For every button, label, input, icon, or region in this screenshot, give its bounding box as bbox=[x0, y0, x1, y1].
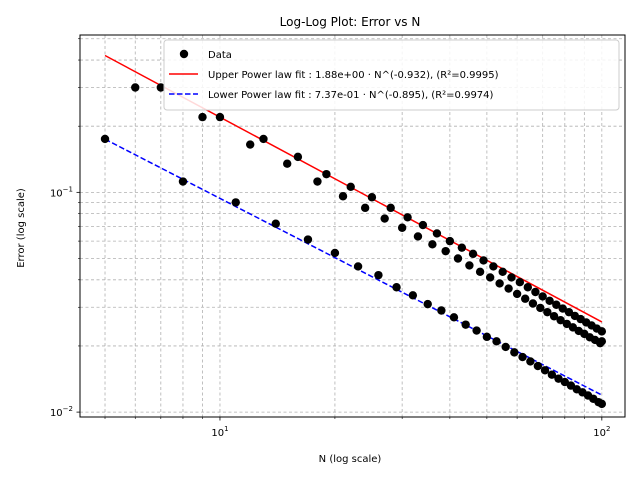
data-point bbox=[549, 312, 559, 321]
data-point bbox=[518, 352, 527, 362]
data-point bbox=[475, 267, 485, 276]
x-axis-label: N (log scale) bbox=[319, 454, 382, 465]
data-point bbox=[495, 279, 504, 288]
data-point bbox=[100, 134, 110, 144]
data-point bbox=[403, 213, 412, 222]
data-point bbox=[367, 193, 377, 202]
data-point bbox=[423, 299, 432, 309]
data-point bbox=[485, 273, 495, 282]
data-point bbox=[552, 300, 561, 309]
data-point bbox=[303, 235, 313, 244]
data-point bbox=[489, 262, 498, 271]
data-point bbox=[293, 152, 303, 162]
data-point bbox=[313, 177, 322, 186]
data-point bbox=[472, 326, 481, 335]
legend-label: Lower Power law fit : 7.37e-01 · N^(-0.8… bbox=[208, 90, 494, 101]
data-point bbox=[245, 140, 255, 149]
data-point bbox=[597, 327, 607, 336]
data-point bbox=[520, 294, 530, 303]
data-point bbox=[558, 304, 567, 313]
data-point bbox=[445, 236, 455, 246]
data-point bbox=[131, 83, 140, 92]
data-point bbox=[449, 313, 459, 322]
data-point bbox=[428, 240, 437, 249]
data-point bbox=[360, 203, 370, 213]
data-point bbox=[322, 169, 331, 179]
data-point bbox=[540, 366, 550, 375]
data-point bbox=[346, 182, 355, 191]
x-tick-label: 101 bbox=[211, 425, 228, 439]
data-point bbox=[231, 198, 240, 207]
data-point bbox=[386, 203, 395, 213]
y-axis-label: Error (log scale) bbox=[16, 188, 27, 268]
legend: Data Upper Power law fit : 1.88e+00 · N^(… bbox=[163, 39, 620, 111]
data-point bbox=[547, 370, 557, 379]
data-point bbox=[353, 262, 363, 271]
data-point bbox=[531, 287, 540, 297]
data-point bbox=[512, 289, 522, 299]
data-point bbox=[432, 229, 442, 238]
data-point bbox=[501, 342, 510, 352]
data-point bbox=[338, 192, 348, 201]
data-point bbox=[283, 159, 292, 168]
data-point bbox=[465, 261, 474, 270]
data-point bbox=[441, 246, 450, 256]
data-point bbox=[271, 219, 280, 228]
data-point bbox=[543, 307, 552, 317]
data-point bbox=[397, 223, 407, 232]
data-point bbox=[526, 357, 535, 366]
data-point bbox=[545, 296, 554, 305]
legend-box bbox=[163, 39, 620, 111]
data-point bbox=[533, 361, 543, 371]
data-point bbox=[597, 399, 607, 409]
data-point bbox=[492, 337, 501, 346]
data-point bbox=[536, 303, 545, 313]
data-point bbox=[198, 112, 207, 122]
data-point bbox=[538, 292, 547, 301]
data-point bbox=[528, 299, 538, 308]
data-point bbox=[468, 249, 478, 259]
data-point bbox=[330, 248, 340, 258]
x-tick-label: 102 bbox=[593, 425, 610, 439]
data-point bbox=[408, 291, 418, 300]
data-point bbox=[156, 83, 166, 92]
ticks: 101 102 10−2 10−1 bbox=[50, 38, 610, 439]
data-points bbox=[100, 83, 607, 409]
data-point bbox=[259, 134, 268, 144]
axes-frame bbox=[79, 34, 626, 418]
data-point bbox=[597, 337, 607, 346]
data-point bbox=[554, 374, 563, 383]
legend-marker bbox=[179, 49, 189, 59]
data-point bbox=[523, 283, 533, 292]
data-point bbox=[215, 112, 225, 122]
data-point bbox=[453, 254, 463, 263]
data-point bbox=[437, 306, 446, 315]
data-point bbox=[507, 273, 516, 282]
data-point bbox=[380, 214, 389, 223]
fit-line bbox=[104, 138, 603, 396]
data-point bbox=[374, 270, 383, 280]
data-point bbox=[504, 284, 513, 293]
legend-label: Upper Power law fit : 1.88e+00 · N^(-0.9… bbox=[208, 70, 499, 81]
data-point bbox=[560, 377, 570, 387]
chart-title: Log-Log Plot: Error vs N bbox=[280, 15, 421, 29]
data-point bbox=[392, 283, 401, 292]
y-tick-label: 10−2 bbox=[50, 405, 73, 419]
data-point bbox=[482, 332, 492, 342]
data-point bbox=[510, 348, 519, 357]
data-point bbox=[457, 243, 467, 252]
y-tick-label: 10−1 bbox=[50, 185, 73, 199]
legend-label: Data bbox=[208, 50, 232, 61]
data-point bbox=[556, 315, 565, 325]
data-point bbox=[178, 177, 188, 186]
data-point bbox=[413, 232, 423, 241]
data-point bbox=[498, 267, 507, 276]
data-point bbox=[461, 320, 470, 329]
data-point bbox=[479, 256, 488, 265]
data-point bbox=[418, 220, 428, 230]
data-point bbox=[515, 278, 525, 287]
